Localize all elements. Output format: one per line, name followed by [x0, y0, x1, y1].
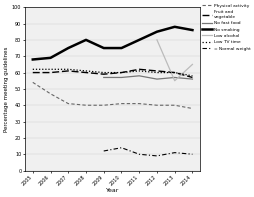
Legend: Physical activity, Fruit and
vegetable, No fast food, No smoking, Low alcohol, L: Physical activity, Fruit and vegetable, … [201, 4, 250, 51]
X-axis label: Year: Year [105, 188, 119, 193]
Y-axis label: Percentage meeting guidelines: Percentage meeting guidelines [4, 46, 9, 132]
